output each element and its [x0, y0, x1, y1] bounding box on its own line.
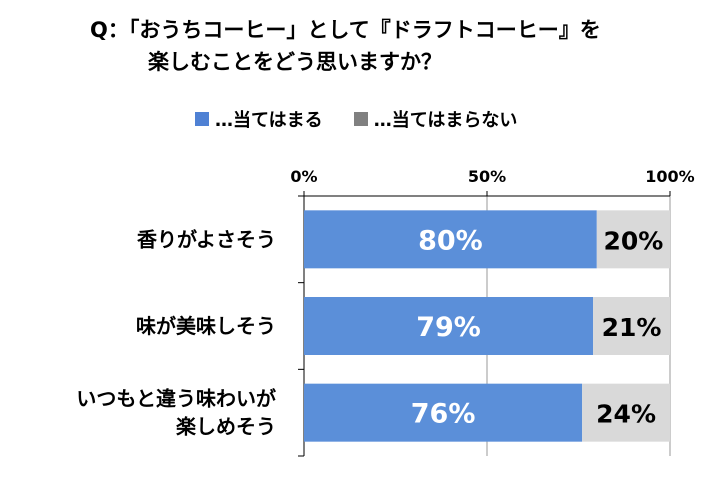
bar-no-1: [593, 297, 670, 355]
bar-no-0: [596, 210, 670, 269]
legend-item-no: …当てはまらない: [353, 106, 518, 132]
data-label-yes-1: 79%: [416, 312, 481, 343]
title-line-1: Q：「おうちコーヒー」として『ドラフトコーヒー』を: [90, 18, 601, 42]
data-label-yes-0: 80%: [418, 225, 483, 256]
category-label-0-0: 香りがよさそう: [137, 227, 276, 251]
x-tick-label-1: 50%: [468, 167, 506, 186]
x-tick-label-0: 0%: [290, 167, 317, 186]
legend-swatch-yes: [195, 112, 209, 126]
legend: …当てはまる …当てはまらない: [195, 106, 543, 131]
bar-yes-1: [304, 297, 594, 355]
x-tick-label-2: 100%: [645, 167, 694, 186]
legend-swatch-no: [353, 112, 368, 126]
data-label-no-1: 21%: [602, 313, 662, 342]
category-label-2-0: いつもと違う味わいが: [76, 387, 276, 411]
category-label-1-0: 味が美味しそう: [136, 314, 276, 338]
category-label-2-1: 楽しめそう: [176, 415, 276, 439]
data-label-no-2: 24%: [596, 400, 656, 429]
data-label-no-0: 20%: [603, 226, 663, 255]
bar-yes-2: [304, 383, 583, 442]
title-line-2: 楽しむことをどう思いますか？: [148, 50, 442, 74]
legend-item-yes: …当てはまる: [195, 106, 323, 132]
bar-no-2: [582, 383, 670, 442]
bar-yes-0: [304, 210, 597, 269]
data-label-yes-2: 76%: [411, 399, 476, 430]
legend-label-yes: …当てはまる: [215, 110, 323, 131]
legend-label-no: …当てはまらない: [373, 110, 518, 131]
